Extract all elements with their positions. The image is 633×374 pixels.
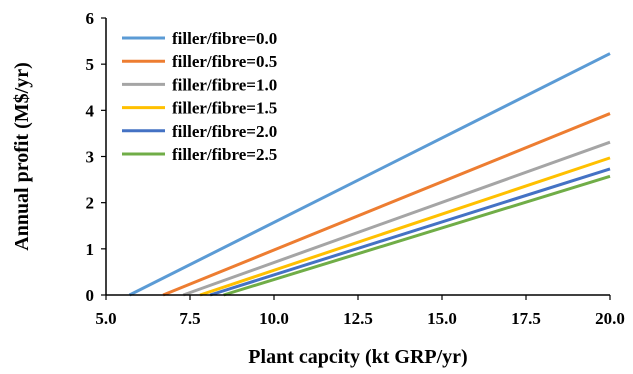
x-tick-label: 17.5 (511, 309, 541, 328)
y-tick-label: 6 (86, 9, 95, 28)
legend: filler/fibre=0.0 filler/fibre=0.5 filler/f… (122, 29, 277, 164)
series-line-1 (162, 112, 611, 297)
legend-label-2: filler/fibre=1.0 (172, 75, 277, 94)
legend-label-1: filler/fibre=0.5 (172, 52, 277, 71)
x-ticks: 5.0 7.5 10.0 12.5 15.0 17.5 20.0 (95, 295, 625, 328)
x-tick-label: 7.5 (179, 309, 200, 328)
series-line-4 (209, 167, 611, 297)
legend-label-5: filler/fibre=2.5 (172, 145, 277, 164)
y-axis-title: Annual profit (M$/yr) (11, 62, 33, 251)
series-line-2 (182, 140, 611, 297)
y-ticks: 0 1 2 3 4 5 6 (86, 9, 106, 305)
legend-label-4: filler/fibre=2.0 (172, 122, 277, 141)
x-tick-label: 5.0 (95, 309, 116, 328)
y-tick-label: 3 (86, 148, 95, 167)
series-line-3 (199, 156, 611, 297)
y-tick-label: 0 (86, 286, 95, 305)
x-tick-label: 15.0 (427, 309, 457, 328)
y-tick-label: 4 (86, 101, 95, 120)
legend-label-0: filler/fibre=0.0 (172, 29, 277, 48)
plot-lines (128, 52, 611, 297)
x-tick-label: 20.0 (595, 309, 625, 328)
x-tick-label: 12.5 (343, 309, 373, 328)
x-tick-label: 10.0 (259, 309, 289, 328)
legend-label-3: filler/fibre=1.5 (172, 99, 277, 118)
y-tick-label: 2 (86, 194, 95, 213)
series-line-5 (223, 174, 611, 297)
y-tick-label: 1 (86, 240, 95, 259)
series-line-0 (128, 52, 611, 297)
y-tick-label: 5 (86, 55, 95, 74)
x-axis-title: Plant capcity (kt GRP/yr) (248, 346, 467, 368)
